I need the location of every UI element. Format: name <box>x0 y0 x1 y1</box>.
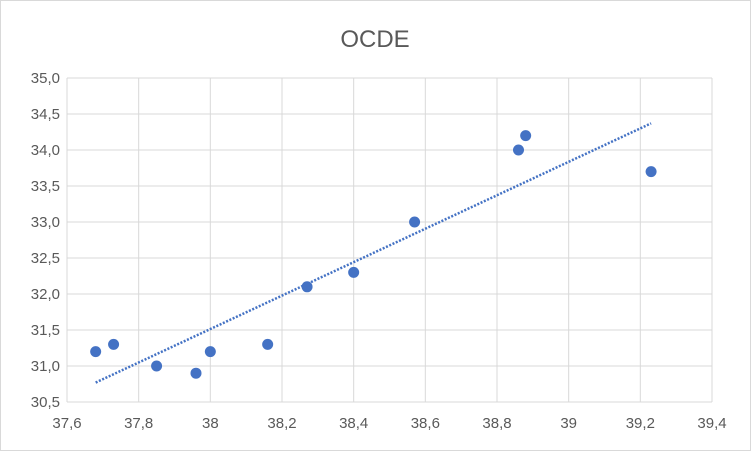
x-tick-label: 39,4 <box>697 415 726 432</box>
y-tick-label: 32,0 <box>31 286 60 303</box>
scatter-point <box>301 281 313 293</box>
trendline-group <box>95 122 652 384</box>
y-tick-label: 34,5 <box>31 106 60 123</box>
scatter-point <box>645 166 657 178</box>
y-tick-label: 33,0 <box>31 214 60 231</box>
x-tick-label: 38,4 <box>339 415 368 432</box>
scatter-point <box>262 338 274 350</box>
scatter-point <box>90 346 102 358</box>
scatter-point <box>409 216 421 228</box>
x-tick-label: 38,6 <box>411 415 440 432</box>
scatter-point <box>151 360 163 372</box>
x-tick-label: 37,8 <box>124 415 153 432</box>
x-tick-label: 38 <box>202 415 219 432</box>
gridlines <box>66 77 713 403</box>
y-axis-ticks: 30,5 31,0 31,5 32,0 32,5 33,0 33,5 34,0 34,5 35,0 <box>31 70 60 411</box>
x-tick-label: 37,6 <box>52 415 81 432</box>
y-tick-label: 33,5 <box>31 178 60 195</box>
scatter-point <box>204 346 216 358</box>
y-tick-label: 31,5 <box>31 322 60 339</box>
x-tick-label: 38,2 <box>267 415 296 432</box>
y-tick-label: 35,0 <box>31 70 60 87</box>
x-tick-label: 39 <box>560 415 577 432</box>
y-tick-label: 31,0 <box>31 358 60 375</box>
chart-title: OCDE <box>340 26 409 53</box>
scatter-point <box>520 130 532 142</box>
x-axis-ticks: 37,6 37,8 38 38,2 38,4 38,6 38,8 39 39,2 39,4 <box>52 415 726 432</box>
scatter-point <box>513 144 524 156</box>
scatter-point <box>190 367 202 379</box>
x-tick-label: 38,8 <box>482 415 511 432</box>
scatter-point <box>348 266 360 278</box>
y-tick-label: 30,5 <box>31 394 60 411</box>
data-points <box>90 130 657 379</box>
linear-trendline <box>95 122 652 384</box>
y-tick-label: 32,5 <box>31 250 60 267</box>
y-tick-label: 34,0 <box>31 142 60 159</box>
scatter-point <box>108 338 120 350</box>
x-tick-label: 39,2 <box>626 415 655 432</box>
